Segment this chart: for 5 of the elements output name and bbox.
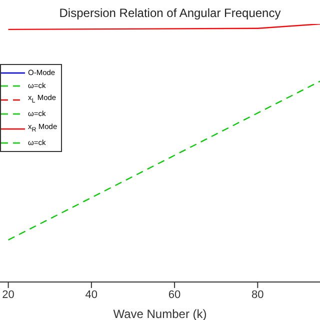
x-tick-label: 60: [168, 288, 181, 301]
x-tick-label: 40: [85, 288, 98, 301]
x-tick-label: 80: [252, 288, 264, 301]
x-tick-label: 20: [2, 288, 14, 301]
chart-title: Dispersion Relation of Angular Frequency: [58, 6, 282, 20]
